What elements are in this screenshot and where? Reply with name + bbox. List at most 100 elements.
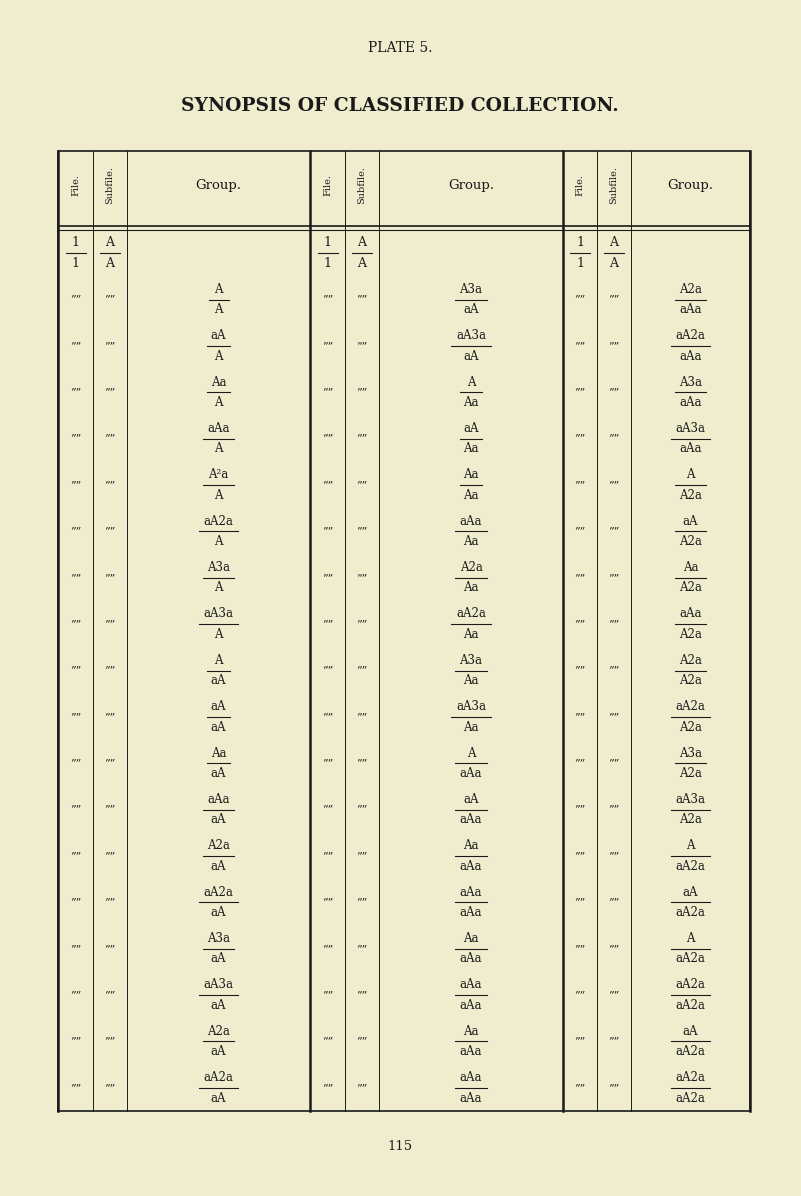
Text: aA3a: aA3a <box>675 793 706 806</box>
Text: ””: ”” <box>574 526 586 536</box>
Text: ””: ”” <box>356 665 368 676</box>
Text: ””: ”” <box>574 990 586 1000</box>
Text: Aa: Aa <box>463 628 479 641</box>
Text: ””: ”” <box>609 1082 620 1093</box>
Text: A: A <box>686 469 694 481</box>
Text: ””: ”” <box>356 620 368 629</box>
Text: ””: ”” <box>70 897 81 908</box>
Text: Aa: Aa <box>463 581 479 594</box>
Text: ””: ”” <box>322 341 333 350</box>
Text: aAa: aAa <box>460 1072 482 1084</box>
Text: 1: 1 <box>71 237 79 250</box>
Text: ””: ”” <box>104 852 115 861</box>
Text: ””: ”” <box>70 712 81 722</box>
Text: A2a: A2a <box>679 282 702 295</box>
Text: ””: ”” <box>609 573 620 582</box>
Text: A: A <box>214 489 223 502</box>
Text: ””: ”” <box>356 852 368 861</box>
Text: ””: ”” <box>70 526 81 536</box>
Text: aA: aA <box>211 907 226 919</box>
Text: ””: ”” <box>574 341 586 350</box>
Text: A3a: A3a <box>460 654 482 667</box>
Text: ””: ”” <box>574 1037 586 1046</box>
Text: aA3a: aA3a <box>456 700 486 713</box>
Text: A2a: A2a <box>207 840 230 853</box>
Text: A: A <box>357 257 367 270</box>
Text: aAa: aAa <box>460 514 482 527</box>
Text: aA: aA <box>211 675 226 688</box>
Text: ””: ”” <box>356 526 368 536</box>
Text: Aa: Aa <box>463 535 479 548</box>
Text: ””: ”” <box>322 573 333 582</box>
Text: ””: ”” <box>609 620 620 629</box>
Text: ””: ”” <box>609 434 620 444</box>
Text: Subfile.: Subfile. <box>610 166 618 205</box>
Text: Aa: Aa <box>211 376 226 389</box>
Text: Aa: Aa <box>463 932 479 945</box>
Text: ””: ”” <box>322 805 333 814</box>
Text: ””: ”” <box>70 758 81 768</box>
Text: aAa: aAa <box>460 1045 482 1058</box>
Text: aA: aA <box>211 999 226 1012</box>
Text: ””: ”” <box>70 1082 81 1093</box>
Text: ””: ”” <box>70 944 81 953</box>
Text: ””: ”” <box>322 665 333 676</box>
Text: aA: aA <box>211 1092 226 1105</box>
Text: aA2a: aA2a <box>675 1072 706 1084</box>
Text: ””: ”” <box>70 665 81 676</box>
Text: A2a: A2a <box>679 767 702 780</box>
Text: A: A <box>610 257 618 270</box>
Text: ””: ”” <box>104 434 115 444</box>
Text: ””: ”” <box>574 665 586 676</box>
Text: ””: ”” <box>322 852 333 861</box>
Text: PLATE 5.: PLATE 5. <box>368 41 433 55</box>
Text: aAa: aAa <box>460 978 482 991</box>
Text: ””: ”” <box>70 990 81 1000</box>
Text: A3a: A3a <box>207 561 230 574</box>
Text: ””: ”” <box>574 573 586 582</box>
Text: aAa: aAa <box>460 886 482 898</box>
Text: aA2a: aA2a <box>675 1092 706 1105</box>
Text: ””: ”” <box>104 480 115 490</box>
Text: ””: ”” <box>356 990 368 1000</box>
Text: Aa: Aa <box>463 1025 479 1038</box>
Text: ””: ”” <box>104 897 115 908</box>
Text: A2a: A2a <box>679 489 702 502</box>
Text: aA: aA <box>463 304 479 316</box>
Text: Aa: Aa <box>463 469 479 481</box>
Text: aA2a: aA2a <box>203 886 233 898</box>
Text: A: A <box>214 304 223 316</box>
Text: 1: 1 <box>71 257 79 270</box>
Text: A3a: A3a <box>207 932 230 945</box>
Text: aA: aA <box>211 720 226 733</box>
Text: aA2a: aA2a <box>456 608 486 621</box>
Text: ””: ”” <box>356 944 368 953</box>
Text: Aa: Aa <box>463 840 479 853</box>
Text: ””: ”” <box>322 944 333 953</box>
Text: ””: ”” <box>70 388 81 397</box>
Text: Aa: Aa <box>463 675 479 688</box>
Text: ””: ”” <box>609 294 620 305</box>
Text: aAa: aAa <box>460 860 482 873</box>
Text: 1: 1 <box>324 237 332 250</box>
Text: ””: ”” <box>322 897 333 908</box>
Text: ””: ”” <box>322 990 333 1000</box>
Text: ””: ”” <box>70 1037 81 1046</box>
Text: aAa: aAa <box>460 952 482 965</box>
Text: ””: ”” <box>356 712 368 722</box>
Text: aAa: aAa <box>460 999 482 1012</box>
Text: A²a: A²a <box>208 469 228 481</box>
Text: aA: aA <box>211 952 226 965</box>
Text: ””: ”” <box>322 620 333 629</box>
Text: Subfile.: Subfile. <box>106 166 115 205</box>
Text: aAa: aAa <box>679 349 702 362</box>
Text: A2a: A2a <box>679 628 702 641</box>
Text: ””: ”” <box>356 805 368 814</box>
Text: aAa: aAa <box>207 422 230 435</box>
Text: ””: ”” <box>356 573 368 582</box>
Text: aA: aA <box>682 514 698 527</box>
Text: ””: ”” <box>104 1037 115 1046</box>
Text: aA2a: aA2a <box>675 999 706 1012</box>
Text: aAa: aAa <box>679 304 702 316</box>
Text: aA3a: aA3a <box>203 978 234 991</box>
